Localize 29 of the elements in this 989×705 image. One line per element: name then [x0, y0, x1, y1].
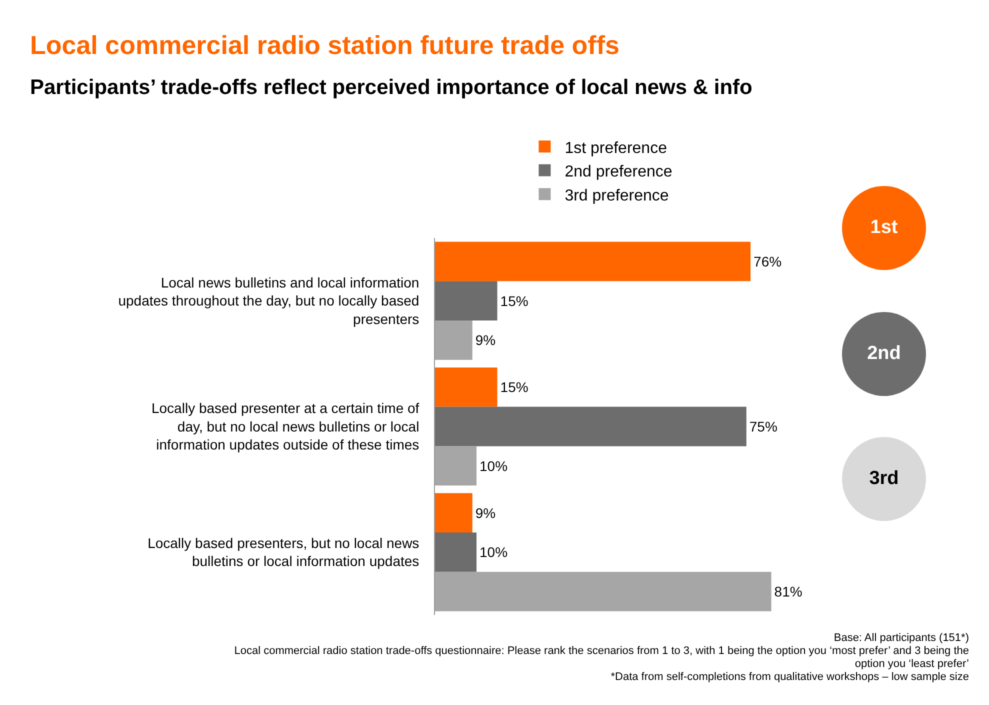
- bar: [435, 572, 772, 612]
- data-label: 10%: [480, 458, 508, 474]
- text: Base: All participants (151*): [832, 632, 969, 645]
- legend-label: 1st preference: [564, 140, 668, 157]
- data-label: 9%: [475, 504, 496, 521]
- text: *Data from self-completions from qualitative workshops – low sample size: [610, 671, 969, 684]
- data-label: 10%: [480, 544, 508, 560]
- chart-subtitle: Participants’ trade-offs reflect perceived importance of local news & info: [30, 76, 752, 100]
- data-label: 9%: [475, 332, 496, 348]
- data-label: 81%: [774, 584, 802, 600]
- bar: [435, 281, 498, 321]
- bar: [435, 320, 472, 360]
- bar: [435, 532, 477, 572]
- y-tick-label: Local news bulletins and local information updates throughout the day, but no locally based presenters: [118, 274, 420, 327]
- data-label: 15%: [500, 379, 528, 396]
- bar: [435, 493, 472, 532]
- bar: [435, 367, 498, 407]
- y-tick-label: Locally based presenter at a certain time of day, but no local news bulletins or local information updates outside of these times: [151, 400, 420, 453]
- text: Local commercial radio station trade-offs questionnaire: Please rank the scenarios from 1 to 3, with 1 being the option you ‘most prefer’ and 3 being the option you ‘least prefer’: [233, 645, 969, 671]
- legend-label: 3rd preference: [564, 187, 669, 204]
- bar: [435, 242, 751, 282]
- data-label: 15%: [500, 292, 528, 309]
- chart-title: Local commercial radio station future trade offs: [30, 30, 620, 61]
- y-tick-label: Locally based presenters, but no local news bulletins or local information updates: [148, 534, 420, 570]
- bar: [435, 446, 477, 486]
- legend-label: 2nd preference: [564, 164, 672, 181]
- bar: [435, 406, 746, 446]
- data-label: 75%: [749, 418, 778, 434]
- data-label: 76%: [754, 253, 782, 270]
